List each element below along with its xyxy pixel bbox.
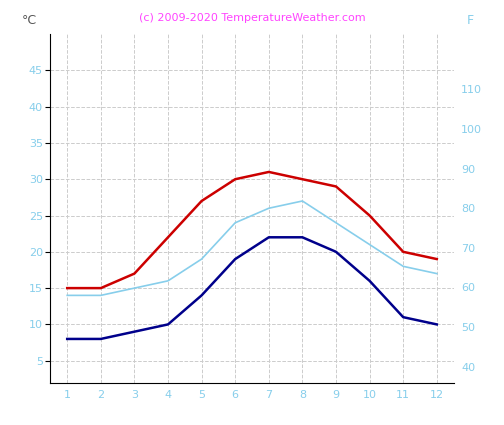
Text: °C: °C (22, 14, 37, 27)
Text: (c) 2009-2020 TemperatureWeather.com: (c) 2009-2020 TemperatureWeather.com (139, 13, 365, 23)
Text: F: F (467, 14, 474, 27)
